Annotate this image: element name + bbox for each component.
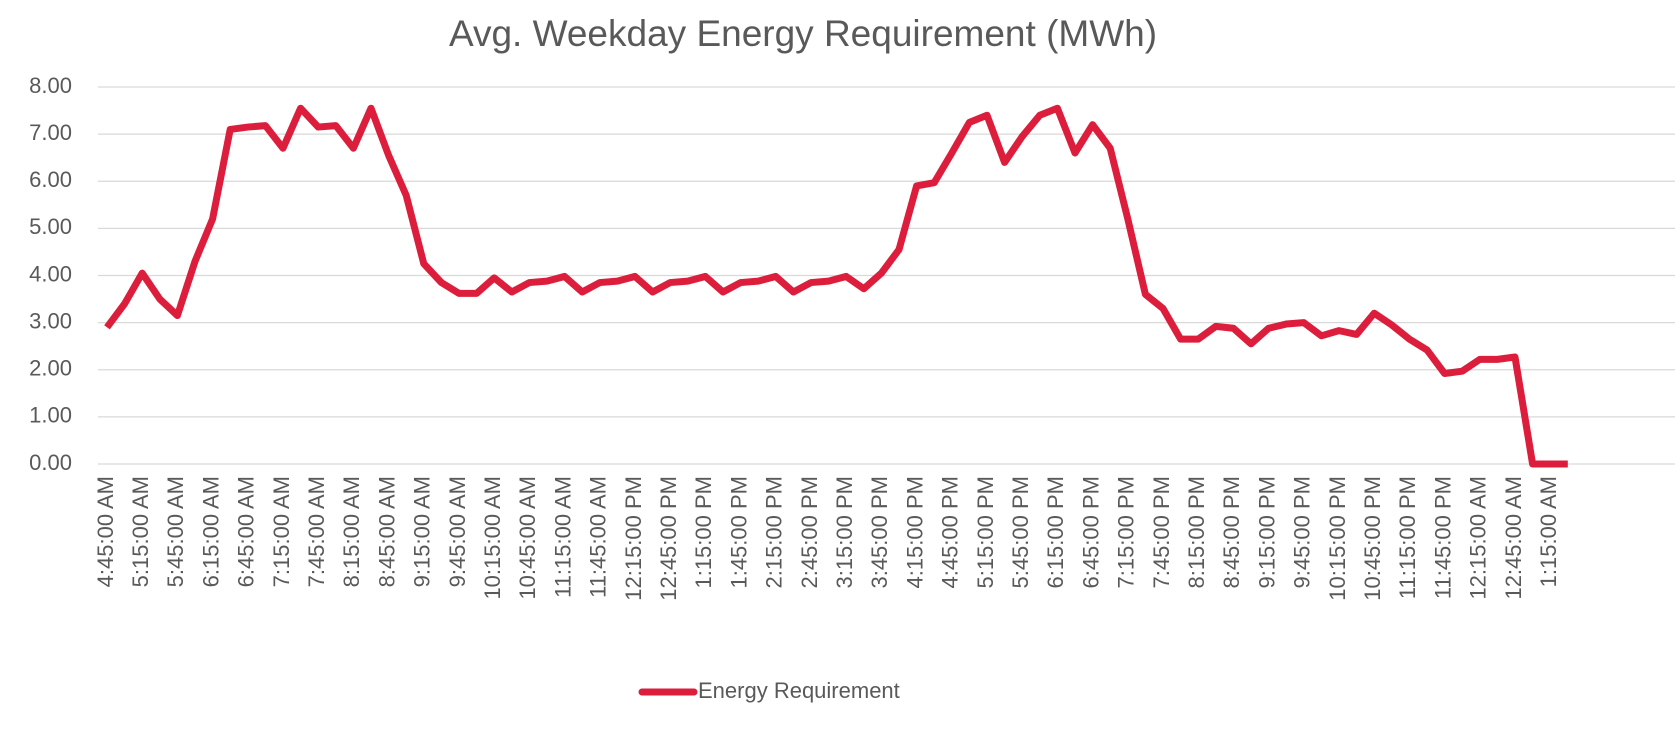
x-tick-label: 9:15:00 AM: [410, 476, 435, 587]
x-tick-label: 8:15:00 AM: [339, 476, 364, 587]
x-tick-label: 1:45:00 PM: [726, 476, 751, 589]
y-tick-label: 2.00: [29, 356, 72, 381]
x-tick-label: 4:45:00 AM: [93, 476, 118, 587]
x-tick-label: 3:45:00 PM: [867, 476, 892, 589]
x-tick-label: 11:45:00 AM: [586, 476, 611, 598]
series-line: [104, 104, 1568, 468]
x-tick-label: 2:15:00 PM: [762, 476, 787, 589]
y-tick-label: 0.00: [29, 450, 72, 475]
x-tick-label: 11:45:00 PM: [1430, 476, 1455, 599]
x-tick-label: 7:15:00 AM: [269, 476, 294, 587]
x-tick-label: 1:15:00 AM: [1536, 476, 1561, 587]
x-tick-label: 5:45:00 PM: [1008, 476, 1033, 589]
x-tick-label: 9:15:00 PM: [1254, 476, 1279, 589]
x-tick-label: 6:15:00 PM: [1043, 476, 1068, 589]
y-tick-label: 3.00: [29, 308, 72, 333]
y-tick-label: 1.00: [29, 403, 72, 428]
x-tick-label: 9:45:00 AM: [445, 476, 470, 587]
y-tick-label: 5.00: [29, 214, 72, 239]
x-tick-label: 3:15:00 PM: [832, 476, 857, 589]
x-tick-label: 10:15:00 PM: [1325, 476, 1350, 601]
y-tick-label: 8.00: [29, 73, 72, 98]
x-tick-label: 12:45:00 AM: [1501, 476, 1526, 600]
x-tick-label: 12:15:00 AM: [1466, 476, 1491, 600]
chart-title: Avg. Weekday Energy Requirement (MWh): [449, 13, 1157, 54]
x-tick-label: 4:45:00 PM: [938, 476, 963, 589]
x-tick-label: 8:45:00 AM: [374, 476, 399, 587]
x-tick-label: 12:15:00 PM: [621, 476, 646, 601]
x-tick-label: 5:15:00 AM: [128, 476, 153, 587]
x-tick-label: 9:45:00 PM: [1290, 476, 1315, 589]
x-tick-label: 7:45:00 AM: [304, 476, 329, 587]
y-tick-label: 6.00: [29, 167, 72, 192]
x-tick-label: 5:15:00 PM: [973, 476, 998, 589]
x-tick-label: 2:45:00 PM: [797, 476, 822, 589]
x-tick-label: 1:15:00 PM: [691, 476, 716, 589]
x-tick-label: 11:15:00 PM: [1395, 476, 1420, 599]
x-tick-label: 11:15:00 AM: [550, 476, 575, 598]
x-tick-label: 8:45:00 PM: [1219, 476, 1244, 589]
x-tick-label: 4:15:00 PM: [902, 476, 927, 589]
x-tick-label: 10:15:00 AM: [480, 476, 505, 600]
x-tick-label: 6:45:00 AM: [234, 476, 259, 587]
x-tick-label: 12:45:00 PM: [656, 476, 681, 601]
legend-label: Energy Requirement: [698, 678, 900, 703]
x-tick-label: 7:15:00 PM: [1114, 476, 1139, 589]
x-tick-label: 10:45:00 PM: [1360, 476, 1385, 601]
x-tick-label: 8:15:00 PM: [1184, 476, 1209, 589]
x-tick-label: 5:45:00 AM: [163, 476, 188, 587]
x-tick-label: 10:45:00 AM: [515, 476, 540, 600]
x-tick-label: 6:15:00 AM: [198, 476, 223, 587]
y-tick-label: 7.00: [29, 120, 72, 145]
x-tick-label: 6:45:00 PM: [1078, 476, 1103, 589]
x-tick-label: 7:45:00 PM: [1149, 476, 1174, 589]
y-tick-label: 4.00: [29, 261, 72, 286]
